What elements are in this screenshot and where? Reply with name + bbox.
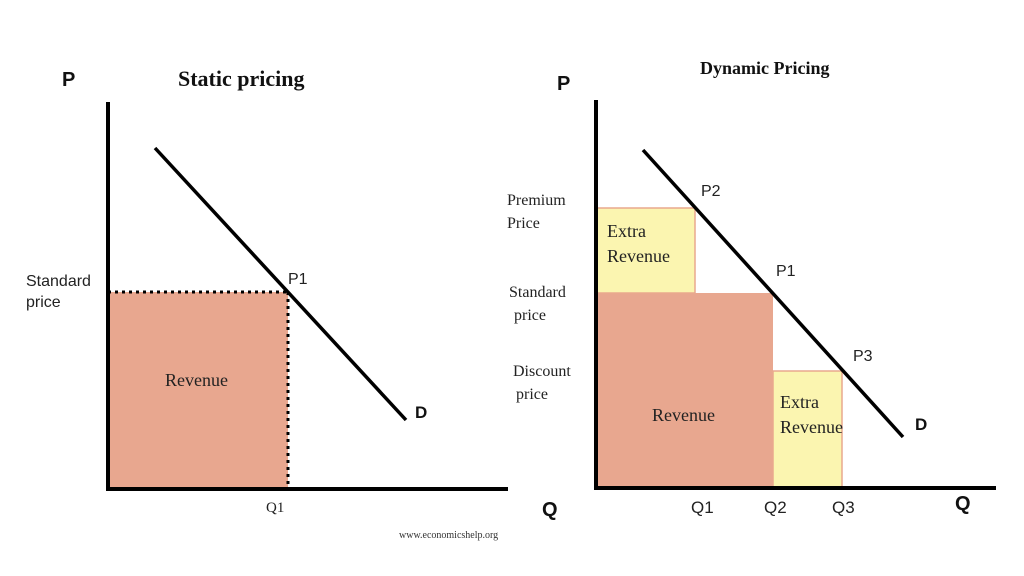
discount-price-label-line2: price bbox=[516, 386, 548, 403]
dynamic-q2-label: Q2 bbox=[764, 498, 787, 517]
static-q1-label: Q1 bbox=[266, 500, 284, 516]
static-revenue-label: Revenue bbox=[165, 370, 228, 390]
dynamic-q-axis-label: Q bbox=[955, 493, 971, 515]
dynamic-demand-curve bbox=[641, 148, 905, 439]
static-price-label-line1: Standard bbox=[26, 273, 91, 290]
dynamic-revenue-label: Revenue bbox=[652, 405, 715, 425]
static-p-axis-label: P bbox=[62, 69, 75, 91]
dynamic-revenue-area bbox=[597, 293, 773, 487]
source-credit: www.economicshelp.org bbox=[399, 530, 498, 541]
extra-revenue-bottom-line1: Extra bbox=[780, 392, 819, 412]
premium-price-label-line1: Premium bbox=[507, 192, 566, 209]
dynamic-point-p1-label: P1 bbox=[776, 263, 796, 280]
dynamic-pricing-panel: Dynamic Pricing P Premium Price Standard… bbox=[507, 58, 996, 517]
extra-revenue-premium-area bbox=[596, 207, 696, 294]
extra-revenue-discount-area bbox=[772, 370, 843, 488]
dynamic-q3-label: Q3 bbox=[832, 498, 855, 517]
static-demand-label: D bbox=[415, 403, 427, 422]
premium-price-label-line2: Price bbox=[507, 215, 540, 232]
dynamic-demand-label: D bbox=[915, 415, 927, 434]
static-revenue-area bbox=[108, 292, 288, 488]
extra-revenue-top-line1: Extra bbox=[607, 221, 646, 241]
dynamic-title: Dynamic Pricing bbox=[700, 58, 829, 78]
static-point-p1-label: P1 bbox=[288, 271, 308, 288]
static-q-axis-label: Q bbox=[542, 499, 558, 521]
static-pricing-panel: Static pricing P Standard price P1 D Rev… bbox=[26, 66, 558, 521]
static-price-label-line2: price bbox=[26, 294, 61, 311]
extra-revenue-top-line2: Revenue bbox=[607, 246, 670, 266]
dynamic-p-axis-label: P bbox=[557, 73, 570, 95]
static-title: Static pricing bbox=[178, 66, 305, 91]
dynamic-point-p2-label: P2 bbox=[701, 183, 721, 200]
static-demand-curve bbox=[153, 146, 408, 422]
standard-price-label-line2: price bbox=[514, 307, 546, 324]
dynamic-q1-label: Q1 bbox=[691, 498, 714, 517]
discount-price-label-line1: Discount bbox=[513, 363, 571, 380]
extra-revenue-bottom-line2: Revenue bbox=[780, 417, 843, 437]
standard-price-label-line1: Standard bbox=[509, 284, 566, 301]
dynamic-point-p3-label: P3 bbox=[853, 348, 873, 365]
